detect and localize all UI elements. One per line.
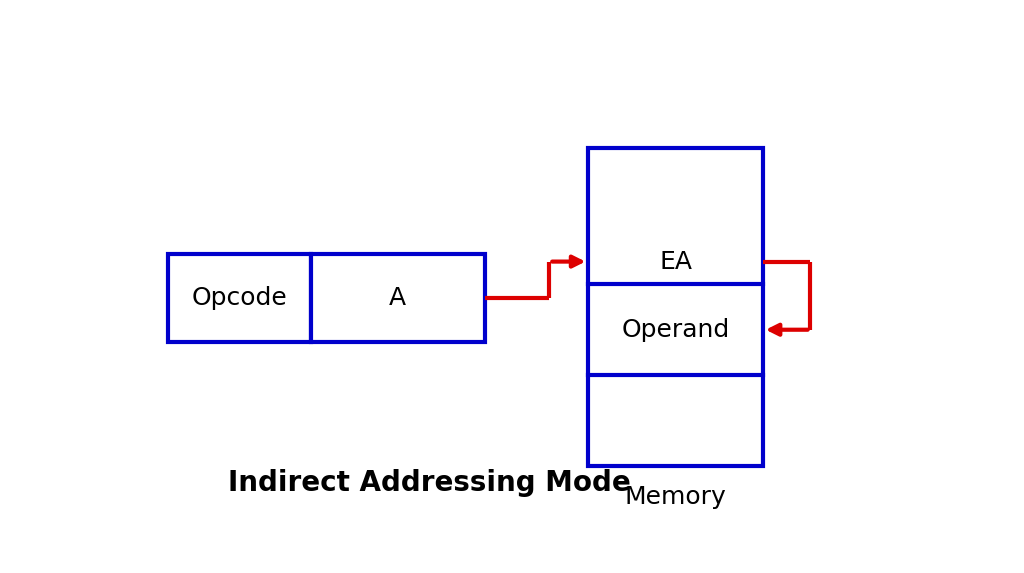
- Text: Opcode: Opcode: [191, 286, 287, 310]
- Text: A: A: [389, 286, 407, 310]
- Text: EA: EA: [659, 250, 692, 273]
- Text: Operand: Operand: [622, 317, 730, 342]
- Bar: [588, 148, 763, 466]
- Bar: [168, 254, 310, 342]
- Bar: [310, 254, 485, 342]
- Text: Indirect Addressing Mode: Indirect Addressing Mode: [228, 469, 631, 497]
- Text: Memory: Memory: [625, 485, 726, 509]
